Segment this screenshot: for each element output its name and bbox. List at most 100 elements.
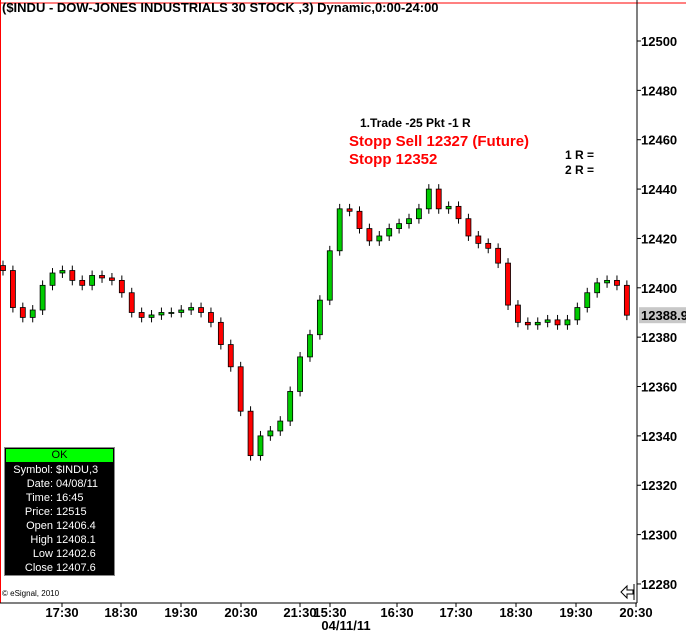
info-value: 16:45	[56, 492, 84, 504]
x-tick-label: 21:30	[283, 605, 316, 620]
candle-body	[287, 391, 294, 422]
y-tick-label: 12460	[641, 133, 677, 148]
last-price-bg	[639, 307, 686, 324]
candle-body	[623, 284, 630, 316]
candle-body	[316, 299, 323, 336]
candle-body	[435, 188, 442, 210]
candle-body	[604, 279, 610, 284]
chart-title: ($INDU - DOW-JONES INDUSTRIALS 30 STOCK …	[2, 0, 439, 15]
candle-body	[59, 270, 66, 274]
scroll-arrow-icon[interactable]	[619, 583, 635, 601]
info-value: 12408.1	[56, 534, 96, 546]
candle-body	[564, 319, 571, 326]
candle-body	[614, 279, 620, 286]
info-value: $INDU,3	[56, 464, 99, 476]
info-key: Time:	[25, 492, 53, 504]
x-tick-label: 18:30	[104, 605, 137, 620]
info-row: Price: 12515	[5, 505, 114, 519]
candle-body	[425, 188, 432, 210]
info-row: Close 12407.6	[5, 561, 114, 575]
info-box-header[interactable]: OK	[6, 449, 113, 462]
candle-body	[19, 307, 26, 318]
candle-body	[524, 321, 531, 326]
candle-body	[69, 270, 76, 281]
candle-body	[79, 279, 86, 286]
candle-body	[326, 250, 333, 301]
x-tick-label: 17:30	[439, 605, 472, 620]
candle-body	[158, 312, 165, 316]
candle-body	[0, 265, 6, 271]
y-tick-label: 12320	[641, 478, 677, 493]
info-row: Date: 04/08/11	[5, 477, 114, 491]
y-tick-label: 12340	[641, 429, 677, 444]
candle-body	[257, 435, 264, 457]
candle-body	[89, 275, 96, 286]
info-key: Low	[32, 548, 53, 560]
x-tick-label: 19:30	[559, 605, 592, 620]
x-tick-label: 15:30	[313, 605, 346, 620]
y-tick-label: 12400	[641, 281, 677, 296]
candle-body	[554, 319, 561, 326]
candle-body	[495, 247, 502, 264]
candle-body	[29, 309, 36, 318]
candle-body	[386, 228, 393, 237]
candle-body	[10, 270, 16, 308]
info-value: 12515	[56, 506, 87, 518]
y-tick-label: 12280	[641, 577, 677, 592]
candle-body	[39, 284, 46, 311]
y-tick-label: 12500	[641, 34, 677, 49]
x-tick-label: 18:30	[499, 605, 532, 620]
candle-body	[376, 235, 383, 242]
info-value: 12406.4	[56, 520, 96, 532]
stop-annotation: Stopp 12352	[349, 151, 438, 168]
candle-body	[594, 282, 601, 294]
trade-annotation: 1.Trade -25 Pkt -1 R	[360, 116, 471, 130]
candle-body	[366, 228, 373, 242]
info-key: Symbol:	[13, 464, 53, 476]
candle-body	[198, 307, 204, 313]
candle-body	[128, 292, 135, 313]
candle-body	[208, 312, 214, 323]
candle-body	[168, 312, 175, 314]
x-tick-label: 20:30	[619, 605, 652, 620]
candle-body	[505, 262, 511, 306]
candle-body	[346, 208, 353, 212]
info-row: Time: 16:45	[5, 491, 114, 505]
candle-body	[138, 312, 145, 318]
candle-body	[148, 314, 155, 318]
y-tick-label: 12480	[641, 83, 677, 98]
candle-body	[356, 210, 363, 229]
info-row: Low 12402.6	[5, 547, 114, 561]
y-tick-label: 12380	[641, 330, 677, 345]
candle-body	[178, 309, 185, 313]
candle-body	[534, 321, 541, 326]
candle-body	[297, 356, 303, 392]
candle-body	[49, 272, 56, 286]
r2-label: 2 R =	[565, 163, 595, 177]
candle-body	[237, 366, 244, 412]
info-value: 12407.6	[56, 562, 96, 574]
candle-body	[307, 334, 313, 358]
candle-body	[247, 410, 254, 457]
info-key: Close	[24, 562, 53, 574]
candle-body	[584, 292, 591, 308]
candle-body	[406, 218, 412, 225]
copyright: © eSignal, 2010	[2, 589, 60, 598]
candle-body	[227, 344, 234, 368]
x-tick-label: 20:30	[224, 605, 257, 620]
stop-sell-annotation: Stopp Sell 12327 (Future)	[349, 133, 530, 150]
candle-body	[336, 208, 343, 252]
candle-body	[267, 430, 274, 437]
info-row: High 12408.1	[5, 533, 114, 547]
x-tick-label: 19:30	[164, 605, 197, 620]
candle-body	[109, 277, 115, 281]
candle-body	[515, 304, 521, 323]
info-key: Price:	[24, 506, 53, 518]
candle-body	[217, 321, 224, 345]
info-value: 12402.6	[56, 548, 96, 560]
r1-label: 1 R =	[565, 148, 595, 162]
info-key: High	[30, 534, 53, 546]
info-value: 04/08/11	[56, 478, 99, 490]
candle-body	[475, 235, 482, 244]
